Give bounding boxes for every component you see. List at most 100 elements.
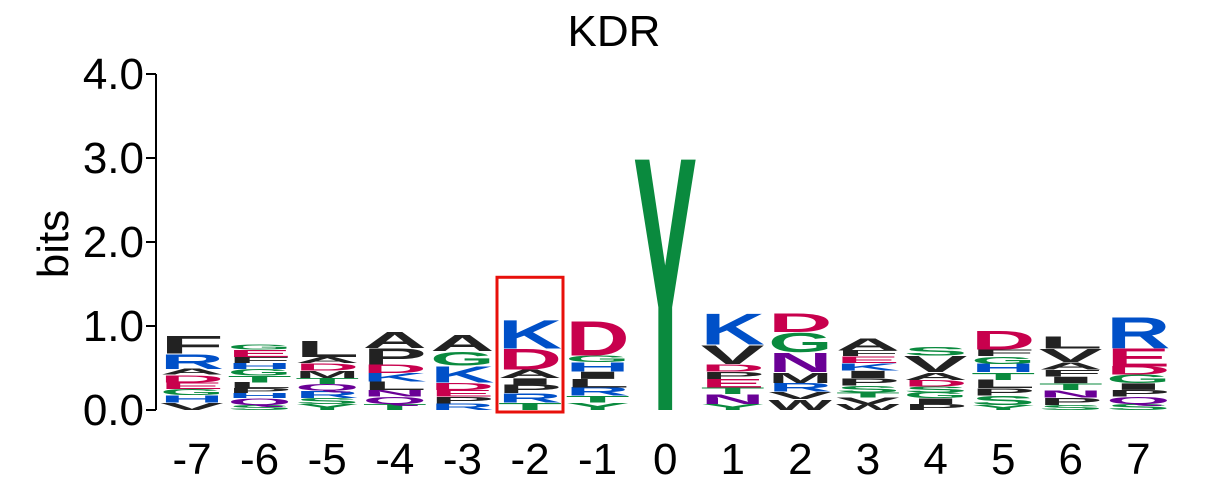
x-tick-label: 6 (1059, 435, 1083, 484)
logo-letter-F: F (228, 356, 292, 365)
logo-letter-D: D (971, 325, 1035, 355)
logo-letter-P: P (363, 344, 427, 370)
logo-letter-T: T (295, 377, 359, 386)
logo-letter-Y: Y (971, 404, 1035, 412)
logo-letter-Q: Q (295, 382, 359, 392)
logo-letter-D: D (498, 343, 562, 376)
x-tick-label: 5 (991, 435, 1015, 484)
highlight-box (495, 275, 565, 414)
y-axis: 0.0 1.0 2.0 3.0 4.0 (83, 50, 157, 435)
logo-letter-H: H (566, 360, 630, 374)
x-tick-label: -4 (375, 435, 414, 484)
x-tick-label: -7 (172, 435, 211, 484)
logo-letter-D: D (566, 312, 630, 367)
y-axis-label: bits (29, 210, 78, 278)
logo-letter-F: F (836, 349, 900, 358)
logo-letter-Y: Y (633, 82, 697, 488)
y-tick-label: 1.0 (83, 302, 144, 351)
logo-letter-V: V (904, 351, 968, 377)
logo-letter-Q: Q (363, 395, 427, 407)
logo-letter-W: W (768, 397, 833, 414)
logo-letter-T: T (701, 386, 765, 396)
logo-letter-E: E (160, 381, 224, 391)
logo-letter-E: E (430, 388, 494, 398)
logo-letter-E: E (1106, 343, 1170, 372)
logo-letter-P: P (971, 386, 1035, 398)
logo-letter-R: R (768, 381, 832, 394)
logo-letter-L: L (228, 381, 292, 390)
logo-letter-G: G (566, 354, 630, 364)
logo-letter-Q: Q (1106, 395, 1170, 407)
logo-letter-F: F (160, 332, 224, 359)
logo-letter-D: D (430, 381, 494, 393)
logo-letter-L: L (1039, 333, 1103, 353)
logo-letter-G: G (768, 327, 832, 358)
logo-letter-V: V (836, 396, 900, 406)
logo-letter-D: D (160, 373, 224, 385)
logo-letter-V: V (1039, 345, 1103, 366)
y-tick-label: 4.0 (83, 50, 144, 99)
logo-letter-E: E (701, 377, 765, 390)
logo-letter-G: G (1106, 373, 1170, 386)
logo-letter-I: I (1106, 381, 1170, 391)
logo-letter-L: L (566, 377, 630, 390)
logo-letter-D: D (768, 308, 832, 338)
logo-letter-T: T (971, 370, 1035, 382)
logo-letter-A: A (160, 367, 224, 376)
logo-letter-V: V (160, 401, 224, 413)
logo-letter-D: D (363, 363, 427, 376)
logo-letter-N: N (768, 347, 832, 378)
logo-letter-R: R (430, 402, 494, 412)
logo-letter-D: D (904, 378, 968, 388)
logo-letter-G: G (971, 354, 1035, 366)
logo-letter-I: I (498, 376, 562, 386)
logo-letter-E: E (836, 355, 900, 365)
logo-letter-R: R (160, 350, 224, 373)
logo-letter-Q: Q (228, 397, 292, 407)
logo-letter-R: R (498, 391, 562, 405)
logo-letter-G: G (904, 391, 968, 400)
logo-letter-Y: Y (295, 403, 359, 412)
logo-letter-A: A (498, 368, 562, 381)
logo-letter-D: D (1106, 364, 1170, 377)
logo-letter-D: D (295, 361, 359, 373)
logo-letter-P: P (430, 395, 494, 405)
logo-letter-P: P (701, 370, 765, 382)
logo-letter-A: A (295, 356, 359, 365)
logo-letter-N: N (701, 392, 765, 407)
logo-letter-H: H (228, 392, 292, 400)
logo-letter-R: R (566, 385, 630, 398)
logo-letter-I: I (904, 397, 968, 406)
logo-letter-E: E (228, 348, 292, 360)
x-tick-label: -6 (240, 435, 279, 484)
x-tick-label: 7 (1126, 435, 1150, 484)
logo-letter-I: I (836, 369, 900, 381)
logo-letter-M: M (768, 369, 832, 386)
logo-letter-F: F (1039, 368, 1103, 378)
logo-letter-D: D (701, 362, 765, 374)
logo-letters: VHGEDARFSQHPLTGHFEGYSRQTMDALTQNLKDPARPED… (160, 82, 1170, 488)
logo-letter-A: A (1039, 360, 1103, 372)
x-tick-label: -1 (578, 435, 617, 484)
x-tick-label: -5 (308, 435, 347, 484)
logo-letter-G: G (228, 343, 292, 351)
logo-letter-G: G (160, 388, 224, 397)
logo-letter-H: H (160, 393, 224, 405)
logo-letter-Y: Y (701, 403, 765, 412)
x-tick-label: -3 (443, 435, 482, 484)
logo-letter-P: P (836, 376, 900, 388)
logo-letter-W: W (836, 403, 901, 412)
logo-letter-Y: Y (566, 401, 630, 413)
logo-letter-L: L (363, 379, 427, 392)
logo-letter-K: K (363, 371, 427, 384)
logo-letter-A: A (363, 327, 427, 353)
logo-letter-A: A (904, 370, 968, 382)
logo-letter-I: I (1039, 375, 1103, 385)
logo-letter-P: P (498, 383, 562, 396)
logo-letter-K: K (430, 361, 494, 387)
logo-letter-V: V (768, 390, 832, 402)
chart-title: KDR (568, 7, 661, 56)
logo-letter-K: K (836, 361, 900, 373)
y-tick-label: 2.0 (83, 218, 144, 267)
